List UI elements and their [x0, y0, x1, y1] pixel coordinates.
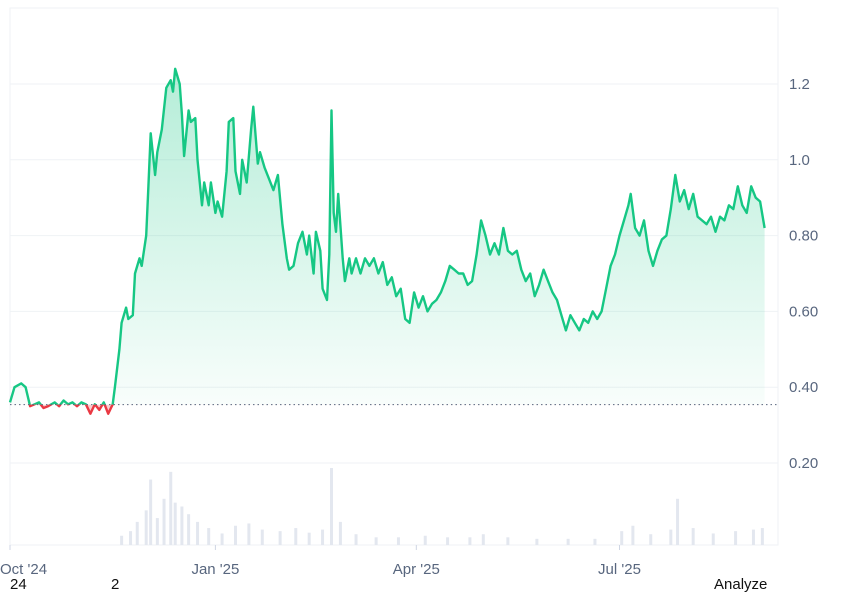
price-area-below	[29, 404, 113, 414]
y-tick-label: 1.2	[789, 76, 810, 93]
price-area	[10, 68, 765, 414]
volume-bar	[751, 529, 755, 545]
volume-bar	[162, 498, 166, 545]
volume-bars	[120, 468, 764, 545]
volume-bar	[278, 531, 282, 545]
volume-bar	[155, 518, 159, 545]
volume-bar	[468, 537, 472, 545]
volume-bar	[294, 528, 298, 545]
volume-bar	[149, 479, 153, 545]
volume-bar	[396, 537, 400, 545]
x-tick-label: Jan '25	[191, 561, 239, 578]
volume-bar	[760, 528, 764, 545]
volume-bar	[374, 537, 378, 545]
y-tick-label: 0.20	[789, 455, 818, 472]
volume-bar	[711, 533, 715, 545]
volume-bar	[169, 471, 173, 545]
volume-bar	[631, 525, 635, 545]
volume-bar	[593, 538, 597, 545]
price-line-above	[8, 67, 766, 405]
plot-frame	[9, 7, 779, 546]
volume-bar	[354, 534, 358, 545]
volume-bar	[129, 531, 133, 545]
price-area-above	[10, 68, 765, 405]
volume-bar	[135, 521, 139, 545]
x-tick-label: Apr '25	[393, 561, 440, 578]
x-axis: Oct '24 Jan '25 Apr '25 Jul '25	[0, 545, 641, 578]
volume-bar	[307, 532, 311, 545]
volume-bar	[669, 529, 673, 545]
analyze-button[interactable]: Analyze	[714, 576, 768, 593]
footer-left-label: 24	[10, 576, 27, 593]
x-tick-label: Jul '25	[598, 561, 641, 578]
x-tick-label: Oct '24	[0, 561, 47, 578]
volume-bar	[620, 531, 624, 545]
volume-bar	[691, 528, 695, 545]
volume-bar	[734, 531, 738, 545]
volume-bar	[207, 528, 211, 545]
y-tick-label: 0.60	[789, 303, 818, 320]
volume-bar	[120, 535, 124, 545]
volume-bar	[247, 523, 251, 545]
volume-bar	[446, 537, 450, 545]
footer-left-number: 2	[111, 576, 120, 593]
y-axis: 1.2 1.0 0.80 0.60 0.40 0.20	[789, 76, 818, 472]
volume-bar	[481, 534, 485, 545]
volume-bar	[260, 529, 264, 545]
volume-bar	[338, 521, 342, 545]
volume-bar	[566, 538, 570, 545]
volume-bar	[676, 498, 680, 545]
volume-bar	[506, 537, 510, 545]
volume-bar	[187, 514, 191, 545]
y-tick-label: 1.0	[789, 152, 810, 169]
volume-bar	[144, 510, 148, 545]
price-line	[8, 67, 766, 415]
volume-bar	[321, 529, 325, 545]
volume-bar	[423, 535, 427, 545]
y-tick-label: 0.80	[789, 228, 818, 245]
volume-bar	[329, 468, 333, 545]
y-tick-label: 0.40	[789, 379, 818, 396]
volume-bar	[535, 538, 539, 545]
volume-bar	[196, 521, 200, 545]
volume-bar	[233, 525, 237, 545]
volume-bar	[220, 533, 224, 545]
volume-bar	[180, 506, 184, 545]
volume-bar	[173, 502, 177, 545]
volume-bar	[649, 534, 653, 545]
